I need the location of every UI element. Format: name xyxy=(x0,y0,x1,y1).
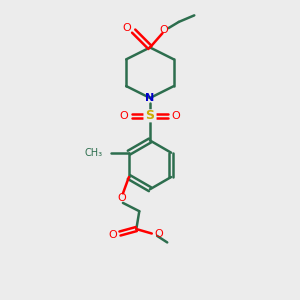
Text: O: O xyxy=(172,111,180,121)
FancyBboxPatch shape xyxy=(143,109,157,122)
Text: N: N xyxy=(146,93,154,103)
Text: CH₃: CH₃ xyxy=(84,148,102,158)
Text: O: O xyxy=(154,229,163,238)
Text: O: O xyxy=(160,25,168,35)
Text: O: O xyxy=(120,111,128,121)
Text: O: O xyxy=(123,23,131,33)
Text: O: O xyxy=(117,194,126,203)
Text: O: O xyxy=(109,230,117,240)
Text: S: S xyxy=(146,109,154,122)
